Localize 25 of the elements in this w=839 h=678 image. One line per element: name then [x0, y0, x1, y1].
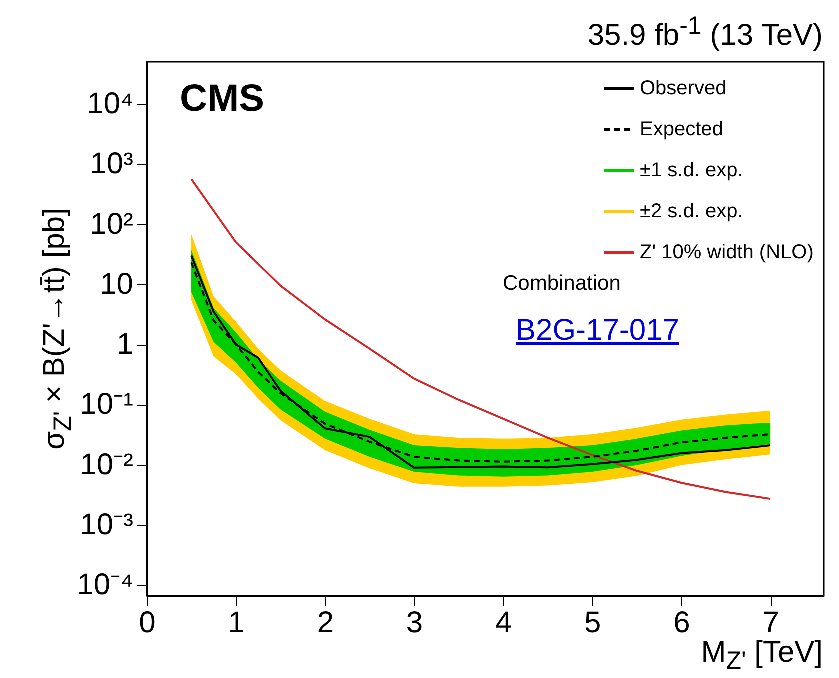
y-tick-label: 10⁻⁴: [77, 568, 134, 602]
y-tick-label: 1: [116, 328, 134, 362]
chart-title: 35.9 fb$^{-1}$ (13 TeV): [588, 12, 823, 53]
y-tick-label: 10⁻³: [80, 508, 134, 542]
annotation: Combination: [503, 272, 621, 296]
y-tick-label: 10⁴: [87, 88, 134, 121]
legend-label: Expected: [640, 118, 724, 140]
legend-label: ±2 s.d. exp.: [640, 200, 744, 222]
x-tick-label: 5: [584, 606, 602, 640]
x-tick-label: 2: [317, 606, 334, 640]
x-tick-label: 0: [139, 606, 156, 640]
y-tick-label: 10⁻¹: [80, 388, 134, 422]
x-tick-label: 3: [406, 606, 424, 640]
y-tick-label: 10: [100, 268, 134, 301]
y-tick-label: 10²: [90, 208, 134, 241]
x-tick-label: 1: [228, 606, 245, 640]
y-tick-label: 10³: [90, 148, 134, 181]
x-tick-label: 6: [674, 606, 690, 640]
x-tick-label: 4: [495, 606, 512, 640]
legend-label: ±1 s.d. exp.: [640, 160, 744, 182]
y-tick-label: 10⁻²: [80, 448, 134, 482]
annotation: B2G-17-017: [516, 314, 680, 348]
legend-label: Observed: [640, 78, 727, 100]
annotation: CMS: [180, 78, 264, 121]
legend-label: Z' 10% width (NLO): [640, 242, 814, 264]
